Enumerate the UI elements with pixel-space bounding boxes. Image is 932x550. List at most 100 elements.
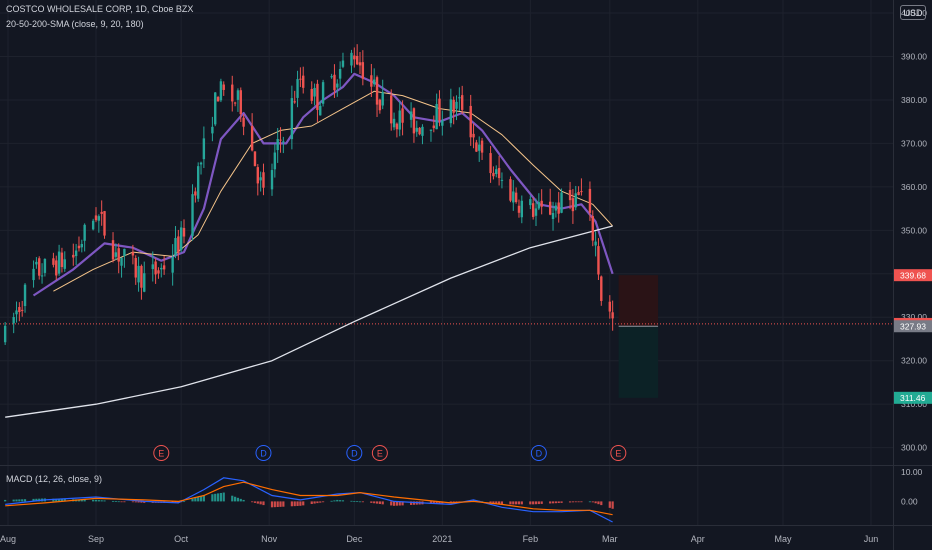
macd-histogram-bar xyxy=(358,501,362,503)
macd-histogram-bar xyxy=(321,501,325,503)
position-tool[interactable] xyxy=(0,275,893,398)
macd-histogram-bar xyxy=(197,497,200,502)
candle-body xyxy=(514,192,518,203)
macd-histogram-bar xyxy=(242,499,245,502)
sma-line-3 xyxy=(5,225,613,418)
candle-body xyxy=(358,62,362,66)
signal-line xyxy=(5,481,613,516)
macd-histogram-bar xyxy=(520,501,523,505)
macd-histogram-bar xyxy=(262,501,265,506)
macd-histogram-bar xyxy=(438,501,441,504)
candle-body xyxy=(111,240,115,260)
candle-body xyxy=(478,144,481,151)
macd-histogram-bar xyxy=(18,499,21,502)
candle-body xyxy=(319,105,322,116)
candle-body xyxy=(472,133,475,138)
macd-histogram-bar xyxy=(52,498,55,502)
candle-body xyxy=(279,139,282,141)
candle-body xyxy=(216,97,220,102)
candle-body xyxy=(591,216,594,241)
earnings-marker[interactable]: E xyxy=(610,445,627,461)
time-axis[interactable]: Aug Sep Oct Nov Dec 2021 Feb Mar Apr May Jun xyxy=(0,534,878,544)
macd-histogram-bar xyxy=(310,501,313,505)
candle-body xyxy=(594,241,597,246)
time-tick-label: Aug xyxy=(0,534,16,544)
candle-body xyxy=(211,126,214,134)
macd-histogram-bar xyxy=(370,501,373,503)
macd-histogram-bar xyxy=(392,501,396,506)
candle-body xyxy=(421,126,424,136)
candles xyxy=(3,44,614,345)
macd-histogram-bar xyxy=(216,493,220,502)
candle-body xyxy=(517,205,521,213)
time-tick-label: May xyxy=(774,534,792,544)
candle-body xyxy=(134,258,137,278)
price-mark-label: 327.93 xyxy=(900,321,926,331)
macd-histogram-bar xyxy=(571,501,575,503)
candle-body xyxy=(18,307,21,313)
candle-body xyxy=(435,103,438,130)
macd-histogram-bar xyxy=(293,501,296,507)
price-mark-1: 339.68 xyxy=(894,269,932,282)
candle-body xyxy=(551,212,555,219)
price-tick-label: 380.00 xyxy=(901,95,927,105)
macd-histogram-bar xyxy=(412,501,416,505)
dividend-marker[interactable]: D xyxy=(530,445,547,461)
candle-body xyxy=(392,118,396,128)
macd-legend[interactable]: MACD (12, 26, close, 9) xyxy=(6,474,103,484)
price-tick-label: 370.00 xyxy=(901,138,927,148)
symbol-legend[interactable]: COSTCO WHOLESALE CORP, 1D, Cboe BZX xyxy=(6,4,194,14)
earnings-marker[interactable]: E xyxy=(371,445,388,461)
macd-histogram-bar xyxy=(472,499,475,502)
price-mark-3: 327.93 xyxy=(894,320,932,333)
currency-button[interactable]: USD xyxy=(900,5,926,20)
earnings-marker[interactable]: E xyxy=(153,445,170,461)
macd-histogram-bar xyxy=(219,492,223,502)
dividend-marker[interactable]: D xyxy=(346,445,363,461)
candle-body xyxy=(381,92,384,106)
candle-body xyxy=(557,202,560,214)
candle-body xyxy=(35,261,38,265)
macd-histogram-bar xyxy=(375,501,379,504)
candle-body xyxy=(401,108,404,123)
candle-body xyxy=(179,227,183,250)
time-tick-label: Dec xyxy=(346,534,363,544)
price-mark-bg xyxy=(894,320,932,333)
macd-histogram-bar xyxy=(211,494,214,502)
candle-body xyxy=(321,82,325,104)
macd-histogram-bar xyxy=(452,501,455,503)
candle-body xyxy=(80,244,84,248)
price-tick-label: 390.00 xyxy=(901,51,927,61)
macd-histogram-bar xyxy=(341,500,345,502)
candle-body xyxy=(23,284,27,307)
macd-histogram-bar xyxy=(4,499,7,502)
candle-body xyxy=(398,110,401,130)
macd-histogram-bar xyxy=(259,501,262,505)
candle-body xyxy=(236,90,240,100)
macd-histogram-bar xyxy=(236,497,240,502)
candle-body xyxy=(378,99,382,111)
macd-histogram-bar xyxy=(21,499,24,502)
dividend-marker[interactable]: D xyxy=(255,445,272,461)
candle-body xyxy=(418,127,421,135)
macd-histogram-bar xyxy=(15,499,18,502)
candle-body xyxy=(512,191,515,203)
candle-body xyxy=(412,108,416,134)
candle-body xyxy=(182,227,186,237)
candle-body xyxy=(415,127,418,132)
candle-body xyxy=(123,248,126,257)
price-axis[interactable]: 300.00310.00320.00330.00340.00350.00360.… xyxy=(894,8,932,506)
candle-body xyxy=(52,258,55,265)
candle-body xyxy=(509,179,512,201)
candle-body xyxy=(282,141,285,143)
macd-histogram-bar xyxy=(23,499,27,502)
candle-body xyxy=(20,309,24,311)
sma-legend[interactable]: 20-50-200-SMA (close, 9, 20, 180) xyxy=(6,19,144,29)
macd-histogram-bar xyxy=(353,501,356,502)
macd-histogram-bar xyxy=(515,501,518,505)
candle-body xyxy=(554,205,558,211)
candle-body xyxy=(273,152,277,170)
macd-histogram-bar xyxy=(432,501,435,504)
